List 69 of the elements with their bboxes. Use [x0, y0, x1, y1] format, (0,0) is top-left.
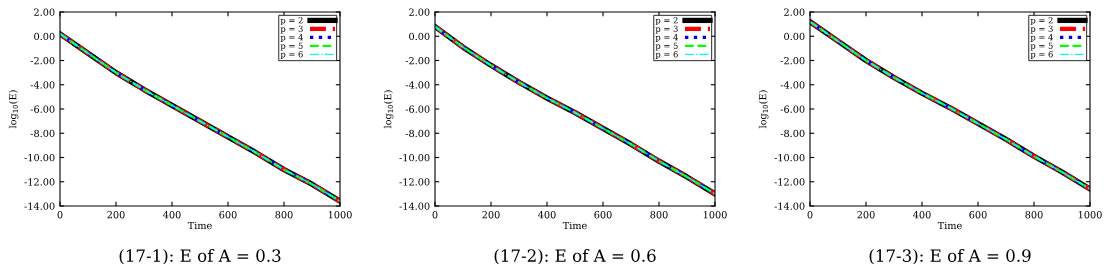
- y-tick-label: -10.00: [399, 153, 430, 162]
- y-tick-label: -8.00: [780, 129, 805, 138]
- text: (17-2): E of A = 0.6: [494, 249, 656, 265]
- y-tick-label: -4.00: [30, 81, 55, 89]
- y-tick-label: -14.00: [399, 202, 430, 210]
- y-tick-label: -6.00: [405, 105, 430, 113]
- legend-label: p = 4: [1030, 34, 1053, 43]
- legend-label: p = 3: [1030, 25, 1053, 34]
- x-tick-label: 200: [482, 211, 500, 219]
- legend-label: p = 2: [1030, 17, 1053, 26]
- text: (17-3): E of A = 0.9: [869, 249, 1031, 265]
- x-tick-label: 200: [857, 211, 875, 219]
- x-tick-label: 400: [538, 211, 556, 219]
- y-tick-label: -12.00: [774, 178, 805, 186]
- y-tick-label: -2.00: [30, 56, 55, 65]
- y-tick-label: -14.00: [24, 202, 55, 210]
- x-axis-title: Time: [937, 221, 962, 230]
- y-tick-label: -14.00: [774, 202, 805, 210]
- x-tick-label: 1000: [1078, 211, 1102, 219]
- x-tick-label: 600: [594, 211, 612, 219]
- legend-label: p = 4: [280, 34, 303, 43]
- x-tick-label: 600: [219, 211, 237, 219]
- y-tick-label: -4.00: [405, 81, 430, 89]
- legend-label: p = 2: [280, 17, 303, 26]
- legend-label: p = 6: [655, 51, 678, 59]
- y-tick-label: 0.00: [784, 32, 805, 41]
- x-tick-label: 0: [807, 211, 813, 219]
- y-axis-title: log$_{10}$(E): [383, 90, 394, 129]
- x-tick-label: 0: [432, 211, 438, 219]
- x-tick-label: 400: [163, 211, 181, 219]
- x-tick-label: 1000: [703, 211, 727, 219]
- legend-label: p = 6: [1030, 51, 1053, 59]
- legend-label: p = 5: [280, 42, 303, 51]
- y-tick-label: 2.00: [34, 8, 55, 16]
- y-tick-label: 0.00: [34, 32, 55, 41]
- y-tick-label: -2.00: [405, 56, 430, 65]
- y-tick-label: -8.00: [405, 129, 430, 138]
- y-tick-label: -10.00: [774, 153, 805, 162]
- x-tick-label: 400: [913, 211, 931, 219]
- y-tick-label: -4.00: [780, 81, 805, 89]
- y-tick-label: -10.00: [24, 153, 55, 162]
- y-axis-title: log$_{10}$(E): [8, 90, 19, 129]
- legend-label: p = 3: [655, 25, 678, 34]
- legend-label: p = 5: [655, 42, 678, 51]
- y-tick-label: -2.00: [780, 56, 805, 65]
- y-tick-label: 2.00: [784, 8, 805, 16]
- x-axis-title: Time: [187, 221, 212, 230]
- y-tick-label: 0.00: [409, 32, 430, 41]
- y-tick-label: -6.00: [30, 105, 55, 113]
- x-tick-label: 800: [1025, 211, 1043, 219]
- legend-label: p = 2: [655, 17, 678, 26]
- y-tick-label: -8.00: [30, 129, 55, 138]
- x-axis-title: Time: [562, 221, 587, 230]
- x-tick-label: 0: [57, 211, 63, 219]
- text: (17-1): E of A = 0.3: [119, 249, 281, 265]
- legend-label: p = 5: [1030, 42, 1053, 51]
- y-tick-label: 2.00: [409, 8, 430, 16]
- legend-label: p = 4: [655, 34, 678, 43]
- legend-label: p = 6: [280, 51, 303, 59]
- y-axis-title: log$_{10}$(E): [758, 90, 769, 129]
- x-tick-label: 800: [650, 211, 668, 219]
- y-tick-label: -12.00: [24, 178, 55, 186]
- x-tick-label: 1000: [328, 211, 352, 219]
- y-tick-label: -12.00: [399, 178, 430, 186]
- x-tick-label: 800: [275, 211, 293, 219]
- y-tick-label: -6.00: [780, 105, 805, 113]
- x-tick-label: 200: [107, 211, 125, 219]
- x-tick-label: 600: [969, 211, 987, 219]
- legend-label: p = 3: [280, 25, 303, 34]
